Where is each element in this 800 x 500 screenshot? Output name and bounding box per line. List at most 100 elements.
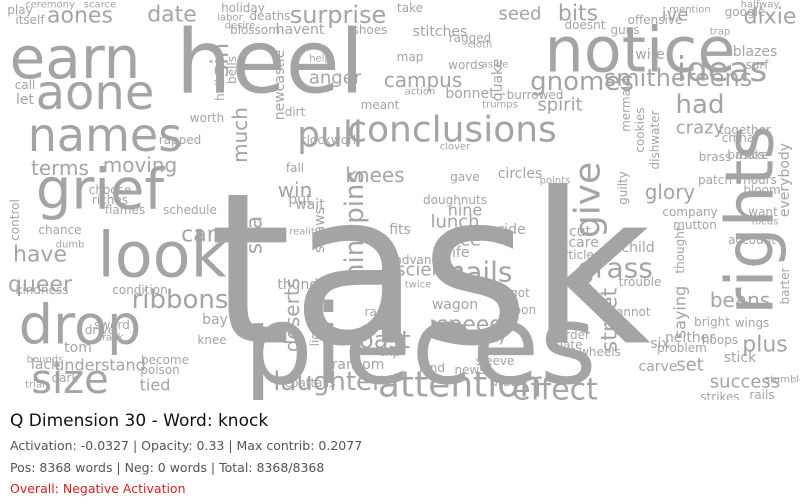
cloud-word: barter — [778, 267, 792, 304]
cloud-word: drive — [85, 323, 115, 337]
cloud-word: grief — [36, 158, 166, 223]
cloud-word: shoes — [353, 23, 388, 37]
cloud-word: help — [309, 54, 331, 65]
cloud-word: bay — [202, 312, 228, 328]
cloud-word: date — [147, 3, 197, 28]
cloud-word: focus — [752, 217, 779, 228]
cloud-word: bits — [558, 2, 598, 27]
cloud-word: crack — [96, 333, 123, 344]
cloud-word: account — [728, 233, 776, 247]
cloud-word: put — [288, 192, 312, 208]
cloud-word: holiday — [221, 1, 265, 15]
cloud-word: plus — [742, 333, 787, 358]
cloud-word: grass — [577, 252, 653, 285]
cloud-word: clockwork — [300, 133, 360, 147]
cloud-word: beans — [710, 288, 770, 312]
cloud-word: let — [16, 92, 35, 108]
cloud-word: ideas — [677, 50, 768, 90]
cloud-word: deaths — [250, 9, 291, 23]
cloud-word: size — [31, 357, 109, 400]
cloud-word: take — [397, 1, 423, 15]
cloud-word: task — [209, 148, 651, 393]
cloud-word: blazes — [733, 44, 778, 60]
cloud-word: tom — [64, 340, 92, 356]
cloud-word: bonnet — [445, 86, 495, 102]
cloud-word: reality — [289, 227, 321, 238]
cloud-word: earn — [10, 24, 141, 92]
cloud-word: call — [15, 78, 36, 92]
cloud-word: flames — [105, 203, 145, 217]
cloud-word: spirit — [537, 95, 582, 116]
cloud-word: six — [650, 336, 669, 352]
cloud-word: knees — [345, 163, 404, 187]
cloud-word: rapped — [159, 133, 202, 147]
cloud-word: carve — [639, 359, 678, 375]
cloud-word: meant — [361, 98, 400, 112]
cloud-word: trouble — [619, 275, 662, 289]
cloud-word: make — [736, 148, 769, 162]
cloud-word: ninepins — [340, 170, 370, 280]
cloud-word: everybody — [777, 143, 793, 217]
cloud-word: wheels — [579, 345, 621, 359]
cloud-word: effect — [512, 373, 598, 401]
cloud-word: cannot — [609, 305, 651, 319]
cloud-word: map — [397, 50, 424, 64]
cloud-word: conclusions — [347, 110, 557, 151]
cloud-word: saying — [671, 286, 690, 338]
cloud-word: neither — [665, 330, 715, 346]
cloud-word: heel — [176, 11, 365, 114]
cloud-word: knee — [197, 333, 226, 347]
cloud-word: circles — [498, 166, 543, 182]
cloud-word: basics — [727, 148, 764, 162]
cloud-word: got — [510, 286, 530, 300]
cloud-word: attention — [378, 365, 542, 401]
cloud-word: gnomes — [530, 67, 634, 97]
cloud-word: speed — [437, 313, 503, 338]
cloud-word: bloom — [743, 183, 780, 197]
cloud-word: words — [448, 58, 484, 72]
cloud-word: aside — [482, 60, 509, 71]
cloud-word: hours — [743, 173, 777, 187]
cloud-word: poison — [140, 363, 180, 377]
cloud-word: set — [676, 355, 704, 376]
cloud-word: cookies — [633, 107, 647, 152]
cloud-word: sleeve — [476, 354, 515, 368]
cloud-word: cloth — [468, 40, 493, 51]
cloud-word: stitches — [413, 24, 468, 40]
cloud-word: queer — [8, 273, 73, 298]
cloud-word: tied — [140, 376, 171, 395]
cloud-word: choose — [89, 183, 132, 197]
cloud-word: points — [540, 176, 571, 187]
cloud-word: offensive — [628, 13, 683, 27]
cloud-word: halfway — [741, 0, 780, 11]
cloud-word: twice — [405, 280, 432, 291]
cloud-word: mention — [669, 5, 710, 16]
cloud-word: look — [98, 219, 227, 292]
cloud-word: dark — [52, 371, 79, 385]
cloud-word: strikes — [700, 390, 739, 400]
cloud-word: havent — [276, 22, 325, 38]
cloud-word: company — [662, 205, 717, 219]
cloud-word: chance — [38, 223, 81, 237]
cloud-word: bright — [694, 315, 730, 329]
cloud-word: give — [568, 162, 609, 238]
cloud-word: ive — [662, 5, 689, 26]
cloud-word: wait — [295, 197, 325, 213]
cloud-word: schedule — [163, 203, 217, 217]
cloud-word: together — [719, 123, 771, 137]
cloud-word: mutton — [673, 218, 717, 232]
cloud-word: lend — [419, 361, 445, 375]
cloud-word: newcastle — [272, 50, 288, 121]
cloud-word: child — [621, 240, 654, 256]
cloud-word: trap — [710, 27, 731, 38]
cloud-word: google — [725, 5, 766, 19]
cloud-word: nails — [447, 256, 512, 289]
cloud-word: scare — [561, 235, 599, 251]
cloud-word: action — [405, 87, 436, 98]
cloud-word: anger — [309, 68, 362, 89]
cloud-word: ribbons — [132, 285, 229, 315]
cloud-word: rights — [712, 125, 789, 314]
word-counts: Pos: 8368 words | Neg: 0 words | Total: … — [10, 460, 325, 475]
cloud-word: pieces — [243, 281, 597, 400]
